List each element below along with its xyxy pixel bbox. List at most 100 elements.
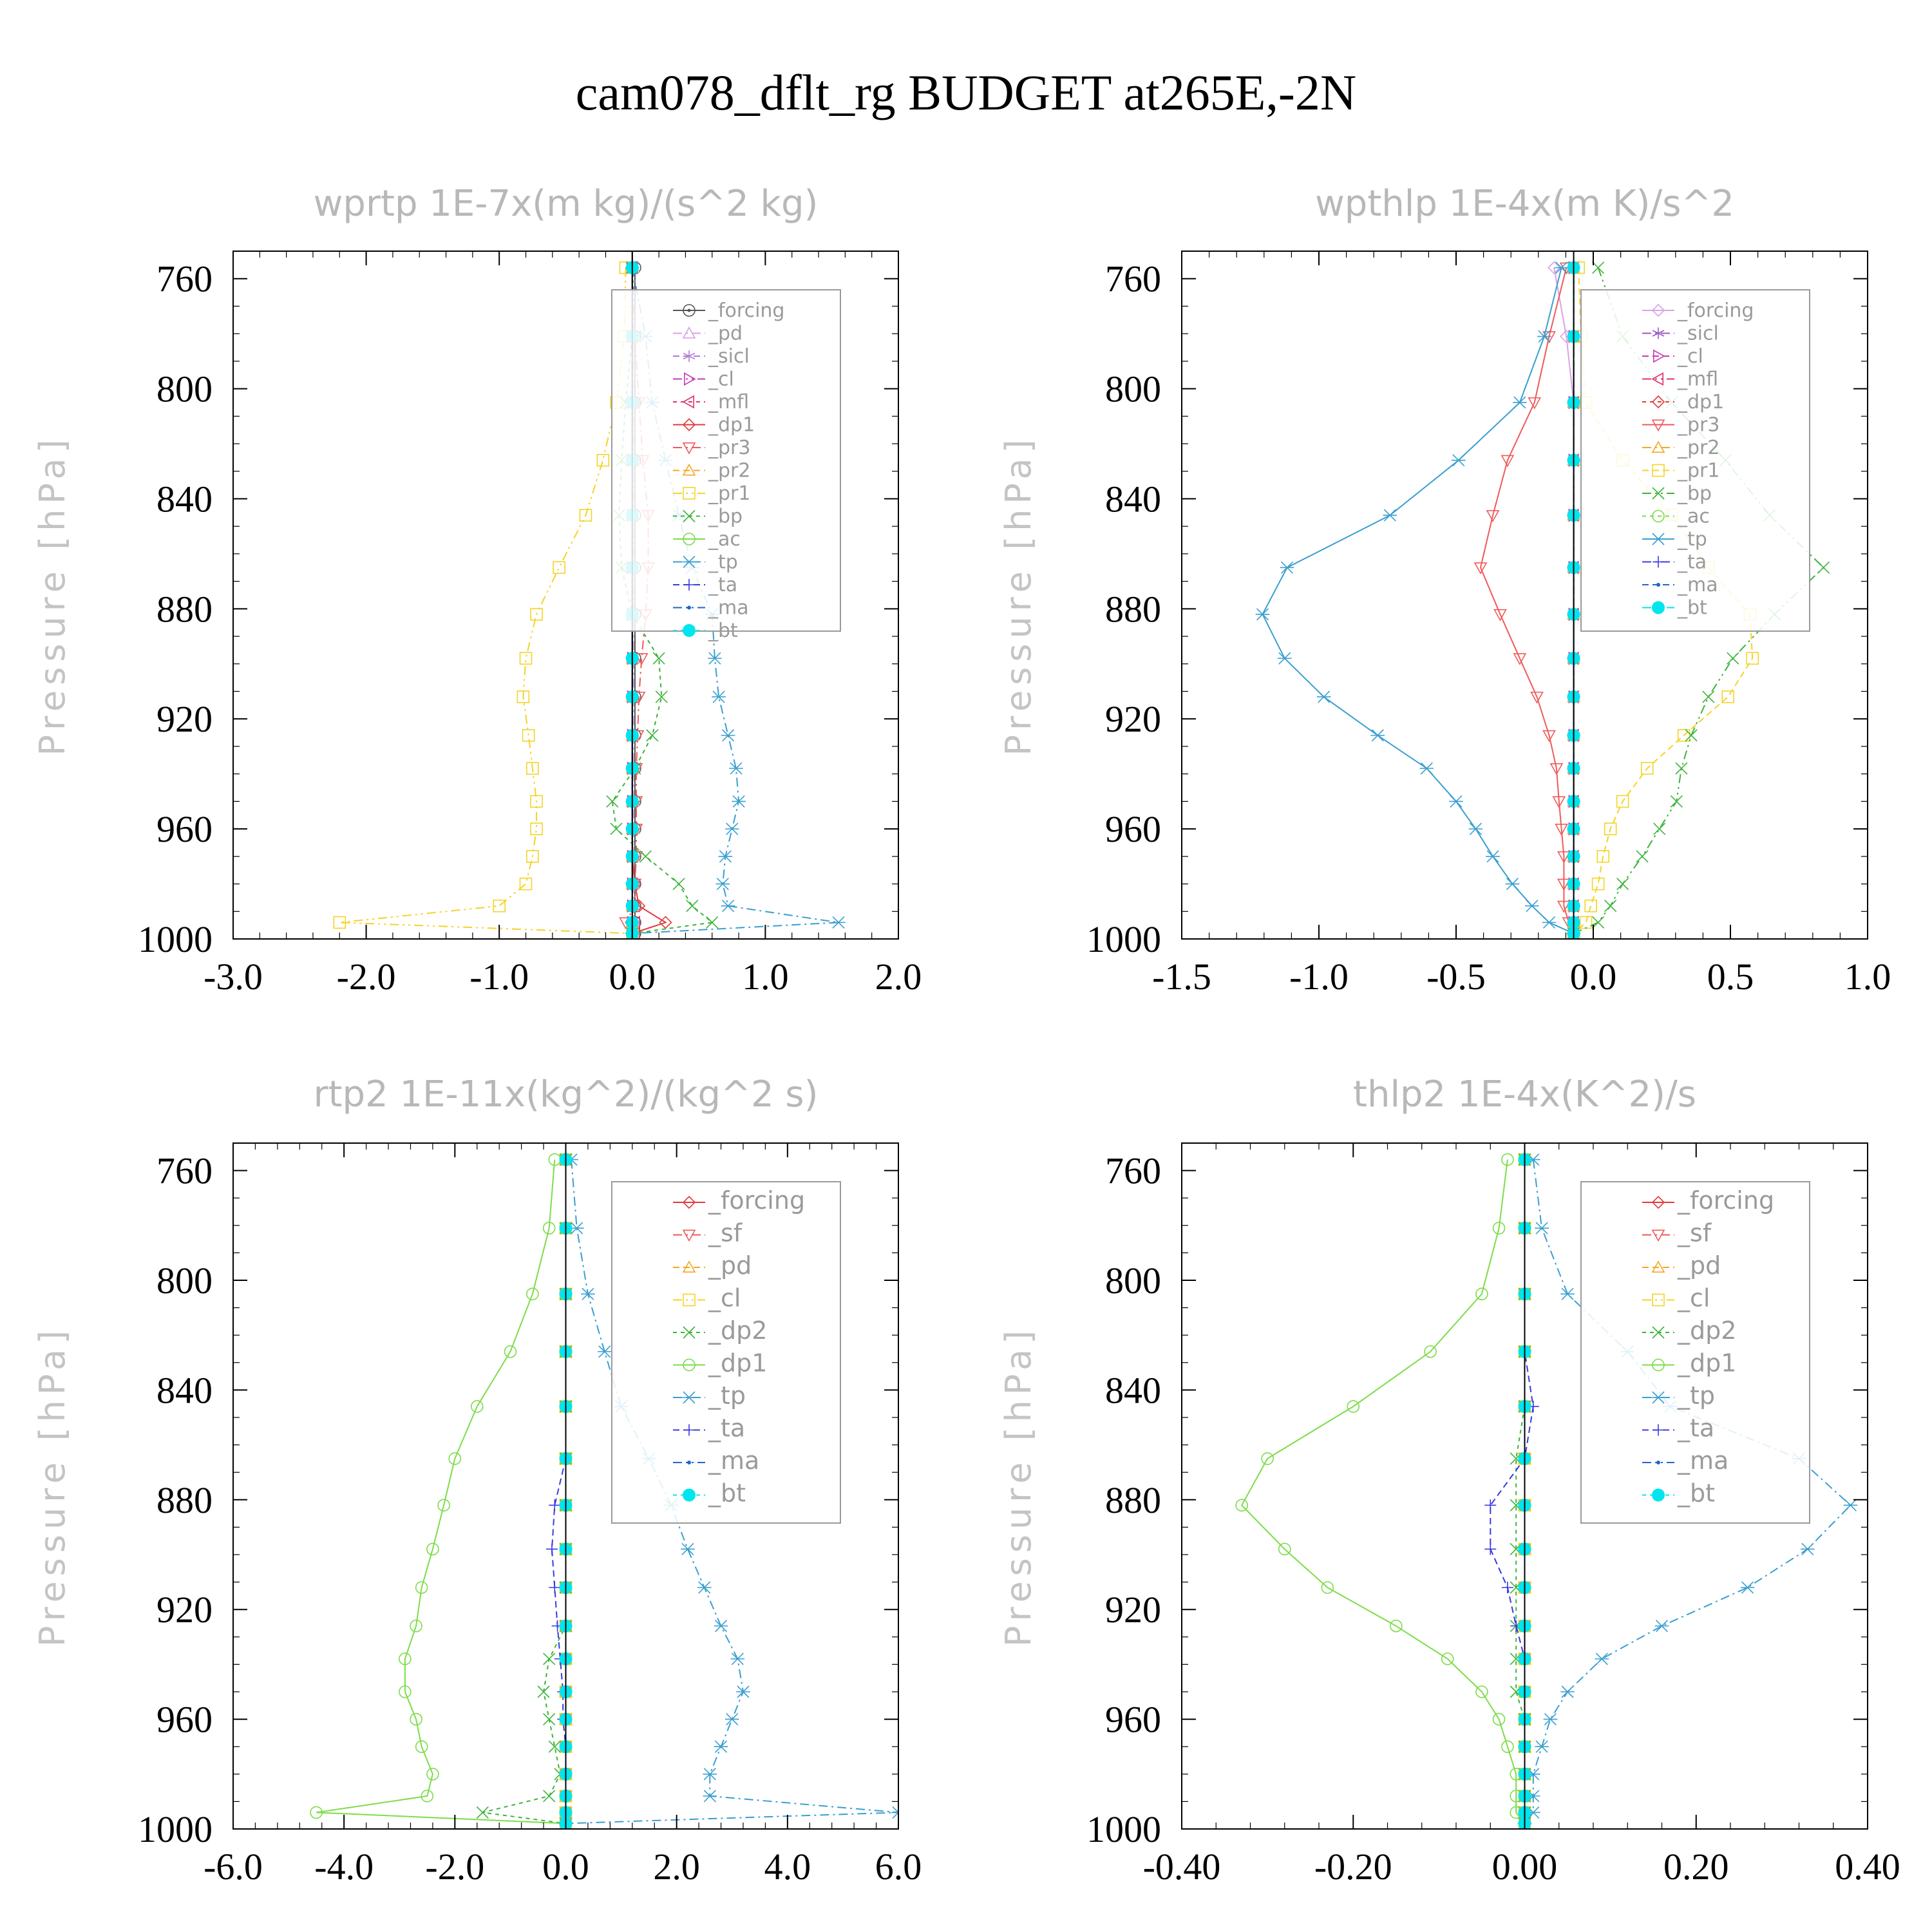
legend-marker (684, 372, 696, 386)
legend-item: _ma (1642, 1446, 1728, 1475)
legend-item: _cl (673, 1284, 741, 1312)
data-point (526, 762, 539, 775)
legend-item: _sicl (1642, 323, 1719, 345)
legend-item: _ac (673, 528, 741, 551)
data-point (1542, 916, 1557, 929)
data-point (831, 916, 846, 929)
legend: _forcing_pd_sicl_cl_mfl_dp1_pr3_pr2_pr1_… (611, 289, 841, 642)
legend-marker (683, 624, 696, 637)
legend-marker (1651, 533, 1665, 545)
y-tick-label: 800 (156, 368, 213, 410)
legend-label: _dp2 (1677, 1316, 1736, 1345)
legend-marker (1652, 509, 1665, 523)
data-point (1501, 1153, 1514, 1166)
data-point (1557, 851, 1571, 864)
data-point (732, 795, 746, 808)
legend-label: _ta (708, 574, 737, 596)
series-tp (1255, 261, 1581, 939)
data-point (1595, 1653, 1609, 1665)
data-point (1604, 822, 1617, 835)
data-point (548, 1740, 561, 1753)
series-pr3 (1473, 262, 1580, 939)
legend-item: _cl (673, 368, 734, 391)
legend-box (1580, 289, 1810, 632)
data-point (686, 900, 699, 913)
legend-label: _bt (1677, 1479, 1715, 1508)
legend-label: _ta (1677, 1414, 1714, 1443)
legend-item: _ma (1642, 574, 1718, 596)
data-point (1616, 877, 1629, 891)
y-tick-label: 760 (1105, 1150, 1161, 1192)
legend-label: _dp1 (708, 1349, 767, 1378)
legend-item: _ma (673, 1446, 759, 1475)
y-tick-label: 880 (1105, 588, 1161, 630)
data-point (1685, 729, 1698, 742)
panel-title: rtp2 1E-11x(kg^2)/(kg^2 s) (314, 1074, 819, 1115)
plot-frame (1181, 251, 1868, 940)
legend-marker (683, 1358, 696, 1372)
series-pr1 (333, 261, 639, 939)
legend-item: _bt (1642, 597, 1707, 620)
data-point (1552, 796, 1566, 809)
legend-label: _sf (708, 1219, 743, 1247)
x-tick-label: 0.0 (609, 956, 656, 998)
legend-label: _pd (1677, 1251, 1721, 1280)
legend-marker (683, 304, 696, 317)
legend-marker (1651, 1260, 1665, 1273)
legend-marker (1656, 583, 1660, 587)
x-tick-label: -2.0 (425, 1846, 484, 1888)
y-tick-label: 920 (156, 1589, 213, 1631)
data-point (1235, 1499, 1248, 1512)
data-point (1424, 1345, 1437, 1358)
legend-label: _ma (1677, 574, 1718, 596)
legend-marker (682, 326, 696, 339)
data-point (1501, 455, 1515, 468)
series-line (339, 267, 632, 934)
data-point (730, 1653, 745, 1665)
data-point (543, 1790, 556, 1803)
legend-label: _cl (1677, 345, 1703, 368)
data-point (1316, 690, 1331, 703)
legend-item: _sicl (673, 345, 750, 368)
data-point (410, 1712, 422, 1726)
legend-label: _dp1 (708, 414, 755, 437)
data-point (1670, 795, 1683, 808)
series-dp1 (310, 1153, 573, 1829)
legend-item: _pr2 (673, 460, 750, 482)
legend-marker (1651, 395, 1665, 409)
legend-item: _pr2 (1642, 437, 1719, 459)
legend-item: _sf (1642, 1219, 1712, 1247)
legend-item: _sf (673, 1219, 743, 1247)
data-point (579, 509, 592, 522)
series-line (1240, 1159, 1526, 1824)
data-point (1383, 509, 1397, 522)
data-point (399, 1685, 412, 1698)
legend-marker (682, 418, 696, 431)
legend-item: _dp1 (1642, 391, 1724, 413)
legend-item: _ta (673, 1414, 745, 1443)
data-point (1560, 1685, 1575, 1698)
panel-title: wprtp 1E-7x(m kg)/(s^2 kg) (314, 183, 819, 225)
legend-label: _pr2 (1677, 437, 1719, 459)
data-point (1535, 1740, 1549, 1753)
data-point (519, 652, 533, 665)
legend-item: _dp1 (673, 1349, 767, 1378)
x-tick-label: 0.20 (1663, 1846, 1729, 1888)
legend-item: _bt (673, 620, 738, 642)
chart-panel: thlp2 1E-4x(K^2)/s Pressure [hPa] -0.40 -0.… (998, 1074, 1900, 1888)
y-tick-label: 920 (1105, 698, 1161, 740)
x-tick-label: -1.0 (469, 956, 529, 998)
x-tick-label: 2.0 (875, 956, 922, 998)
data-point (1843, 1499, 1858, 1511)
legend-label: _ta (1677, 551, 1707, 574)
legend-label: _sicl (1677, 323, 1719, 345)
data-point (597, 1345, 612, 1358)
legend-item: _forcing (673, 1186, 805, 1215)
data-point (569, 1222, 584, 1235)
chart-panel: wprtp 1E-7x(m kg)/(s^2 kg) Pressure [hPa]… (32, 183, 922, 998)
data-point (426, 1768, 439, 1781)
legend-item: _pr1 (673, 482, 750, 505)
legend-marker (682, 1391, 696, 1404)
x-tick-label: -1.5 (1152, 956, 1211, 998)
panels-container: wprtp 1E-7x(m kg)/(s^2 kg) Pressure [hPa]… (32, 183, 1900, 1888)
